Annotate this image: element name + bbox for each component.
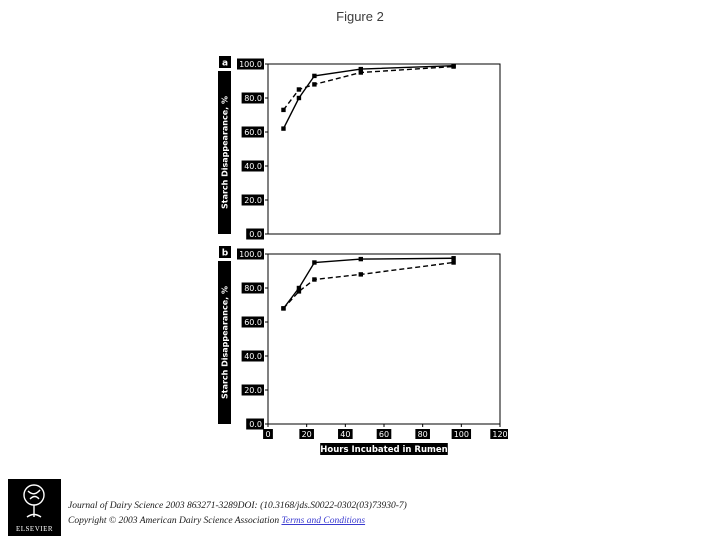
svg-text:80.0: 80.0 bbox=[244, 284, 262, 293]
svg-text:80.0: 80.0 bbox=[244, 94, 262, 103]
elsevier-logo: ELSEVIER bbox=[8, 479, 61, 536]
svg-text:100.0: 100.0 bbox=[239, 250, 262, 259]
svg-text:Hours Incubated in Rumen: Hours Incubated in Rumen bbox=[320, 445, 447, 455]
svg-text:100.0: 100.0 bbox=[239, 60, 262, 69]
figure-image: Starch Disappearance, % a 0.0 20.0 40.0 60.0 8… bbox=[218, 54, 510, 458]
svg-text:60: 60 bbox=[379, 430, 389, 439]
svg-text:40.0: 40.0 bbox=[244, 162, 262, 171]
tree-icon bbox=[23, 484, 45, 518]
copyright-text: Copyright © 2003 American Dairy Science … bbox=[68, 516, 282, 526]
svg-text:80: 80 bbox=[418, 430, 428, 439]
svg-text:a: a bbox=[222, 59, 228, 69]
svg-text:b: b bbox=[222, 249, 229, 259]
svg-text:120: 120 bbox=[492, 430, 507, 439]
svg-text:60.0: 60.0 bbox=[244, 318, 262, 327]
svg-text:40.0: 40.0 bbox=[244, 352, 262, 361]
elsevier-logo-text: ELSEVIER bbox=[15, 525, 54, 533]
svg-text:60.0: 60.0 bbox=[244, 128, 262, 137]
svg-text:20.0: 20.0 bbox=[244, 386, 262, 395]
citation-block: Journal of Dairy Science 2003 863271-328… bbox=[68, 499, 708, 529]
svg-text:40: 40 bbox=[340, 430, 350, 439]
svg-text:Starch Disappearance, %: Starch Disappearance, % bbox=[221, 286, 230, 399]
svg-text:20: 20 bbox=[302, 430, 312, 439]
svg-text:20.0: 20.0 bbox=[244, 196, 262, 205]
svg-text:100: 100 bbox=[454, 430, 469, 439]
svg-text:0.0: 0.0 bbox=[249, 230, 262, 239]
copyright-line: Copyright © 2003 American Dairy Science … bbox=[68, 514, 708, 529]
page-title: Figure 2 bbox=[336, 9, 384, 24]
svg-text:0: 0 bbox=[265, 430, 270, 439]
citation-text: Journal of Dairy Science 2003 863271-328… bbox=[68, 501, 407, 511]
svg-text:Starch Disappearance, %: Starch Disappearance, % bbox=[221, 96, 230, 209]
terms-link[interactable]: Terms and Conditions bbox=[281, 516, 366, 526]
chart-panel-b: Starch Disappearance, % b 0.0 20.0 40.0 60.0 8… bbox=[218, 246, 510, 465]
svg-text:0.0: 0.0 bbox=[249, 420, 262, 429]
chart-panel-a: Starch Disappearance, % a 0.0 20.0 40.0 60.0 8… bbox=[218, 56, 508, 247]
